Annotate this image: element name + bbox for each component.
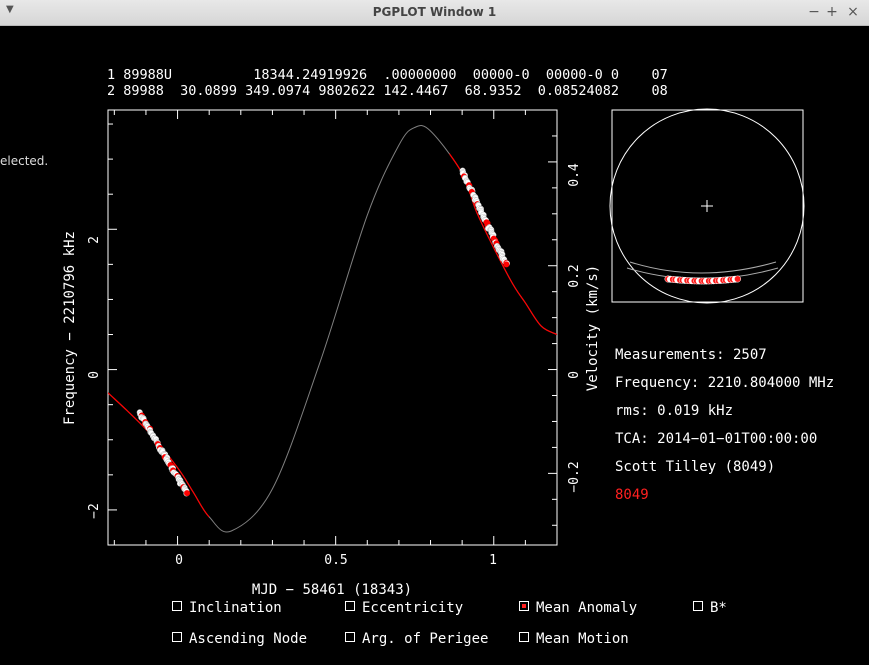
tle-line-2: 2 89988 30.0899 349.0974 9802622 142.446… bbox=[107, 83, 668, 99]
x-tick-label: 0.5 bbox=[324, 553, 347, 568]
sky-point bbox=[734, 275, 742, 283]
checkbox-box[interactable] bbox=[172, 632, 182, 642]
x-axis-label: MJD − 58461 (18343) bbox=[252, 582, 412, 598]
y2-tick-label: −0.2 bbox=[567, 461, 582, 492]
checkbox-box[interactable] bbox=[345, 632, 355, 642]
x-tick-label: 1 bbox=[489, 553, 497, 568]
plot-canvas[interactable]: 1 89988U 18344.24919926 .00000000 00000-… bbox=[0, 26, 869, 665]
maximize-button[interactable]: + bbox=[826, 4, 838, 20]
site-id: 8049 bbox=[615, 487, 649, 503]
checkbox-inclination[interactable]: Inclination bbox=[172, 599, 282, 617]
checkbox-label: Ascending Node bbox=[189, 631, 308, 647]
checkbox-mean-motion[interactable]: Mean Motion bbox=[519, 630, 629, 648]
plot-frame bbox=[107, 109, 558, 546]
y2-axis-label: Velocity (km/s) bbox=[585, 265, 601, 391]
window-titlebar: ▼ PGPLOT Window 1 − + × bbox=[0, 0, 869, 26]
sky-view-frame bbox=[611, 109, 804, 303]
checkbox-arg-of-perigee[interactable]: Arg. of Perigee bbox=[345, 630, 488, 648]
window-title: PGPLOT Window 1 bbox=[372, 5, 497, 19]
sky-horizon-circle bbox=[609, 108, 805, 304]
checkbox-box[interactable] bbox=[345, 601, 355, 611]
checkbox-label: Arg. of Perigee bbox=[362, 631, 489, 647]
checkbox-mean-anomaly[interactable]: Mean Anomaly bbox=[519, 599, 637, 617]
frequency-value: Frequency: 2210.804000 MHz bbox=[615, 375, 834, 391]
checkbox-bstar[interactable]: B* bbox=[693, 599, 727, 617]
checkbox-box[interactable] bbox=[693, 601, 703, 611]
y2-tick-label: 0 bbox=[567, 371, 582, 379]
minimize-button[interactable]: − bbox=[808, 4, 820, 20]
track-line bbox=[629, 261, 777, 274]
checkbox-box[interactable] bbox=[519, 601, 529, 611]
checkbox-ascending-node[interactable]: Ascending Node bbox=[172, 630, 307, 648]
close-button[interactable]: × bbox=[847, 4, 859, 20]
checkbox-label: Mean Motion bbox=[536, 631, 629, 647]
checkbox-label: B* bbox=[710, 600, 727, 616]
data-point bbox=[184, 490, 191, 497]
background-window-text: elected. bbox=[0, 154, 49, 168]
zenith-crosshair-icon bbox=[701, 200, 713, 212]
checkbox-label: Mean Anomaly bbox=[536, 600, 638, 616]
y-tick-label: −2 bbox=[87, 503, 102, 519]
y-tick-label: 2 bbox=[87, 236, 102, 244]
y2-tick-label: 0.2 bbox=[567, 264, 582, 287]
checkbox-label: Inclination bbox=[189, 600, 282, 616]
checkbox-eccentricity[interactable]: Eccentricity bbox=[345, 599, 463, 617]
y-tick-label: 0 bbox=[87, 371, 102, 379]
checkbox-label: Eccentricity bbox=[362, 600, 464, 616]
checkbox-box[interactable] bbox=[519, 632, 529, 642]
x-tick-label: 0 bbox=[175, 553, 183, 568]
track-line bbox=[626, 267, 779, 280]
sky-track-points bbox=[664, 275, 742, 285]
rms-value: rms: 0.019 kHz bbox=[615, 403, 733, 419]
tle-line-1: 1 89988U 18344.24919926 .00000000 00000-… bbox=[107, 67, 668, 83]
measurement-points bbox=[136, 167, 510, 497]
y2-tick-label: 0.4 bbox=[567, 163, 582, 187]
axis-ticks bbox=[108, 109, 558, 546]
y-axis-label: Frequency − 2210796 kHz bbox=[62, 231, 78, 425]
menu-arrow-icon[interactable]: ▼ bbox=[6, 4, 14, 15]
observer-name: Scott Tilley (8049) bbox=[615, 459, 775, 475]
tca-value: TCA: 2014−01−01T00:00:00 bbox=[615, 431, 817, 447]
measurements-count: Measurements: 2507 bbox=[615, 347, 767, 363]
data-point bbox=[503, 261, 510, 268]
checkbox-box[interactable] bbox=[172, 601, 182, 611]
model-curve bbox=[107, 124, 558, 533]
